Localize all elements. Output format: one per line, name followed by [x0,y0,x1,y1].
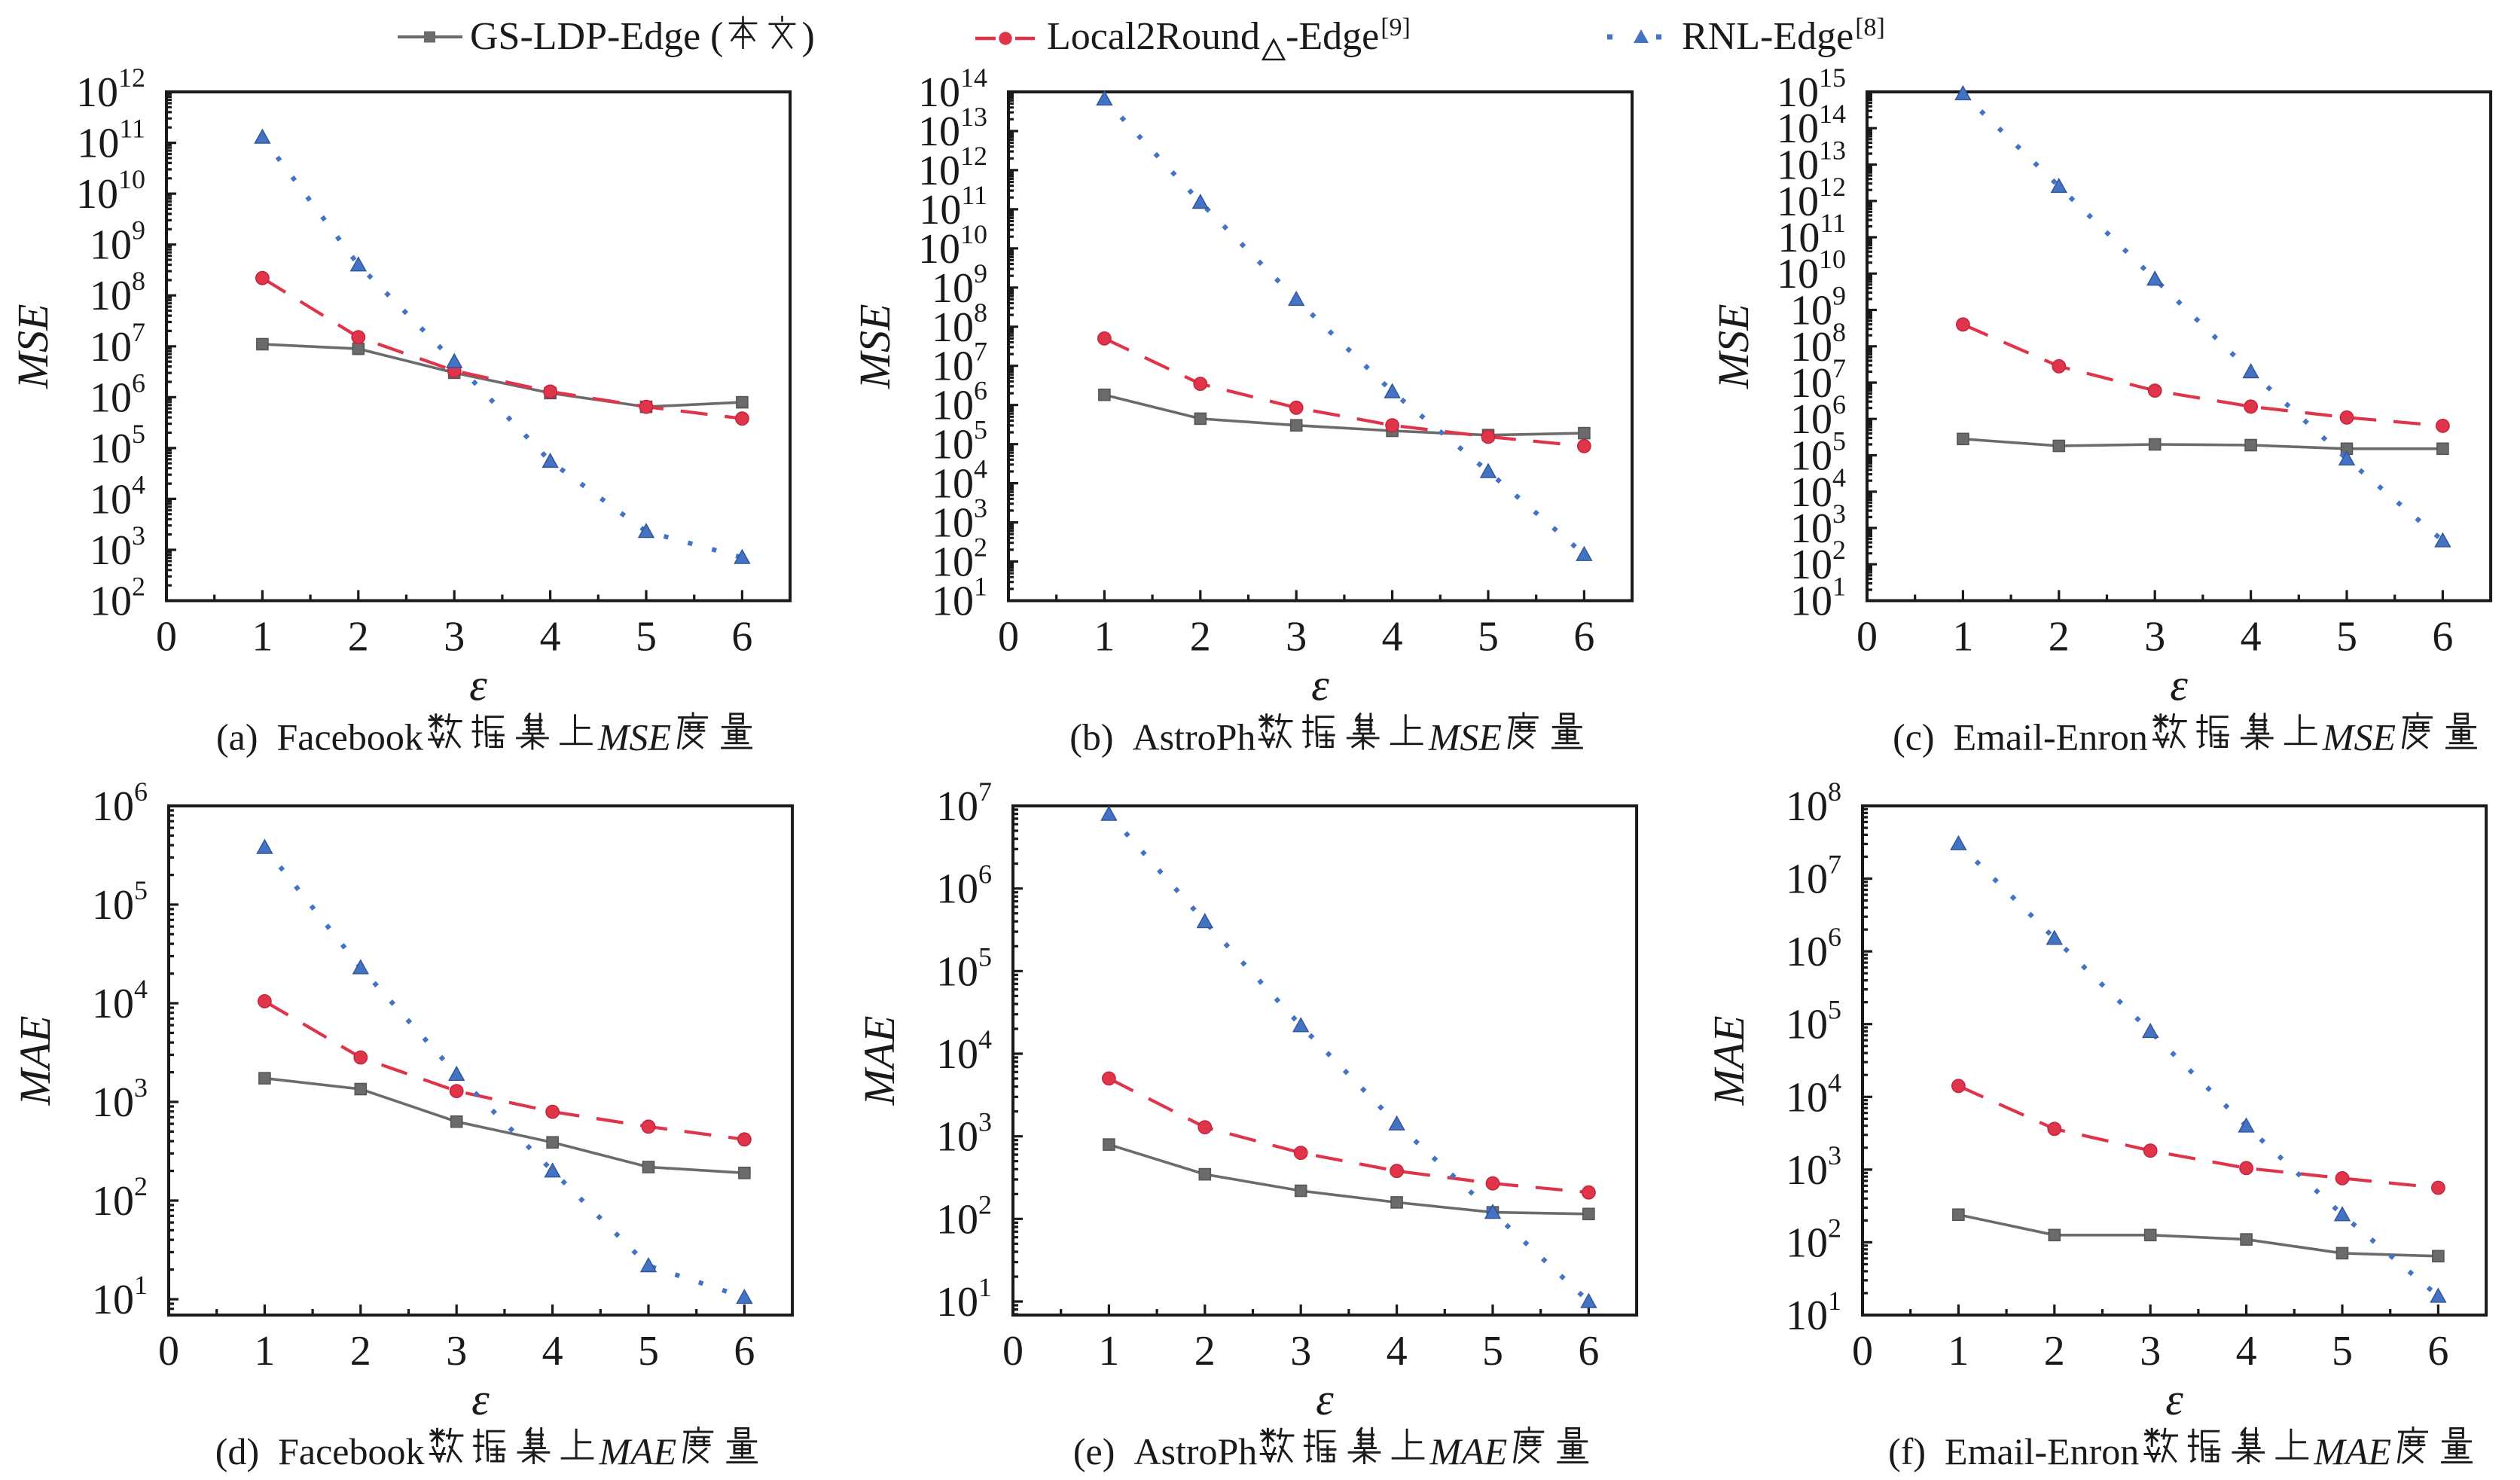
svg-text:MSE: MSE [8,304,57,389]
svg-text:101: 101 [932,572,987,625]
svg-text:3: 3 [2144,614,2165,661]
svg-text:2: 2 [2044,1328,2065,1375]
svg-text:102: 102 [90,572,145,625]
svg-text:MAE: MAE [1704,1015,1753,1106]
svg-text:2: 2 [2049,614,2070,661]
svg-text:): ) [802,15,815,58]
svg-text:5: 5 [2332,1328,2353,1375]
svg-text:5: 5 [636,614,657,661]
svg-text:1: 1 [252,614,273,661]
svg-text:2: 2 [348,614,369,661]
svg-text:3: 3 [444,614,465,661]
svg-text:1: 1 [1952,614,1973,661]
svg-text:4: 4 [1382,614,1403,661]
svg-text:1: 1 [1094,614,1115,661]
svg-text:5: 5 [1482,1328,1503,1375]
svg-text:2: 2 [350,1328,371,1375]
svg-text:-Edge: -Edge [1286,15,1379,58]
svg-text:5: 5 [1478,614,1499,661]
svg-text:4: 4 [1387,1328,1408,1375]
svg-text:109: 109 [90,215,145,269]
svg-text:ε: ε [1311,661,1329,710]
svg-text:(b) AstroPh: (b) AstroPh [1069,716,1255,758]
svg-text:Local2Round: Local2Round [1047,15,1260,58]
svg-text:ε: ε [2165,1375,2183,1424]
svg-text:3: 3 [446,1328,467,1375]
svg-text:6: 6 [731,614,752,661]
svg-text:0: 0 [158,1328,179,1375]
svg-text:1011: 1011 [1777,208,1846,261]
svg-text:(e) AstroPh: (e) AstroPh [1073,1430,1257,1472]
svg-text:1010: 1010 [918,219,987,273]
svg-text:1: 1 [254,1328,275,1375]
svg-text:102: 102 [936,1189,992,1243]
svg-text:ε: ε [1316,1375,1334,1424]
svg-text:MAE: MAE [2313,1430,2391,1472]
svg-text:2: 2 [1194,1328,1216,1375]
svg-text:(d) Facebook: (d) Facebook [215,1430,425,1472]
svg-text:6: 6 [1578,1328,1599,1375]
svg-text:4: 4 [540,614,561,661]
svg-text:3: 3 [1290,1328,1311,1375]
svg-text:0: 0 [1002,1328,1024,1375]
svg-text:[8]: [8] [1855,14,1885,41]
svg-text:RNL-Edge: RNL-Edge [1682,15,1853,58]
svg-text:4: 4 [542,1328,563,1375]
svg-text:MAE: MAE [11,1015,59,1106]
svg-text:MSE: MSE [1709,304,1758,389]
svg-text:6: 6 [734,1328,755,1375]
svg-text:MSE: MSE [1428,716,1502,758]
svg-text:6: 6 [2427,1328,2448,1375]
svg-text:1014: 1014 [1777,99,1846,152]
svg-text:0: 0 [156,614,177,661]
svg-text:MAE: MAE [855,1015,904,1106]
svg-text:(f) Email-Enron: (f) Email-Enron [1888,1430,2139,1472]
svg-text:MSE: MSE [2322,716,2396,758]
svg-text:ε: ε [2170,661,2188,710]
svg-text:MSE: MSE [850,304,899,389]
svg-text:4: 4 [2241,614,2262,661]
svg-text:[9]: [9] [1381,14,1411,41]
svg-text:(c) Email-Enron: (c) Email-Enron [1893,716,2148,758]
svg-text:MAE: MAE [599,1430,677,1472]
svg-text:3: 3 [2140,1328,2161,1375]
svg-text:2: 2 [1190,614,1211,661]
svg-text:GS-LDP-Edge (: GS-LDP-Edge ( [470,15,724,58]
svg-text:MSE: MSE [597,716,671,758]
svg-text:0: 0 [1856,614,1878,661]
svg-text:(a) Facebook: (a) Facebook [216,716,423,758]
svg-text:3: 3 [1286,614,1307,661]
svg-text:4: 4 [2236,1328,2257,1375]
svg-text:6: 6 [1573,614,1594,661]
svg-text:ε: ε [469,661,487,710]
svg-text:0: 0 [1852,1328,1873,1375]
svg-text:5: 5 [638,1328,659,1375]
svg-text:1: 1 [1948,1328,1969,1375]
svg-text:6: 6 [2432,614,2453,661]
svg-text:1: 1 [1098,1328,1119,1375]
svg-text:0: 0 [998,614,1019,661]
svg-text:ε: ε [471,1375,490,1424]
svg-text:5: 5 [2336,614,2357,661]
svg-text:106: 106 [90,368,145,421]
svg-text:MAE: MAE [1429,1430,1508,1472]
svg-text:1013: 1013 [918,102,987,155]
